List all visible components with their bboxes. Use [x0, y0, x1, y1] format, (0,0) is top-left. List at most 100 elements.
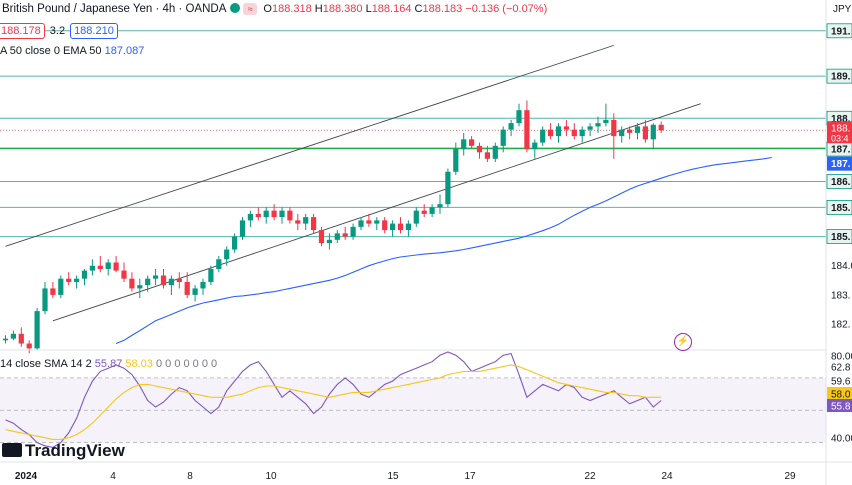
candle-body: [627, 129, 633, 133]
ema-legend-label: A 50 close 0 EMA 50: [0, 45, 102, 57]
channel-line: [52, 103, 701, 322]
candle-body: [42, 288, 48, 312]
candle: [247, 210, 253, 227]
rsi-legend-value: 55.87: [94, 358, 123, 370]
symbol-title[interactable]: British Pound / Japanese Yen · 4h · OAND…: [2, 3, 227, 15]
countdown-label: 03:4: [831, 133, 849, 143]
candle: [232, 233, 238, 253]
chart-legend-header: British Pound / Japanese Yen · 4h · OAND…: [2, 3, 547, 15]
flash-icon[interactable]: ⚡: [674, 333, 692, 351]
candle-body: [318, 230, 325, 244]
time-tick-label: 8: [187, 471, 193, 482]
candle: [239, 217, 246, 240]
ema-legend-value: 187.087: [104, 45, 145, 57]
price-tick-label: 185.: [831, 232, 851, 243]
sell-price-button[interactable]: 188.178: [0, 23, 45, 39]
candle: [366, 213, 372, 227]
candle-body: [129, 278, 135, 289]
candle-body: [74, 278, 80, 282]
candle: [224, 246, 230, 266]
candle-body: [532, 142, 538, 150]
candle-body: [216, 259, 222, 269]
candle-body: [153, 275, 159, 279]
candle: [74, 275, 80, 289]
candle: [89, 259, 95, 276]
candle: [603, 103, 609, 127]
candle: [318, 226, 325, 247]
time-tick-label: 24: [661, 471, 673, 482]
candle: [326, 233, 332, 250]
candle: [81, 268, 88, 286]
time-tick-label: 10: [265, 471, 277, 482]
candle-body: [611, 119, 617, 137]
candle-body: [508, 123, 514, 130]
candle-body: [89, 265, 95, 271]
candle: [555, 123, 562, 143]
rsi-legend[interactable]: 14 close SMA 14 2 55.87 58.03 0 0 0 0 0 …: [0, 358, 217, 370]
candle-body: [303, 217, 309, 224]
candle-body: [469, 139, 475, 146]
bid-ask-widget: 188.178 3.2 188.210: [0, 23, 118, 39]
candle-body: [247, 213, 253, 221]
rsi-tick-label: 80.00: [831, 352, 852, 363]
candle-body: [397, 223, 404, 231]
candle: [255, 207, 261, 221]
candle-body: [224, 249, 230, 260]
candle-body: [413, 210, 419, 224]
candle-body: [295, 220, 301, 224]
price-tick-label: 184.0: [831, 261, 852, 272]
candle-body: [271, 210, 277, 218]
candle: [26, 340, 32, 354]
currency-label: JPY: [833, 4, 852, 15]
candle: [508, 119, 514, 137]
candle: [469, 136, 475, 150]
candle-body: [34, 311, 40, 349]
candle-body: [650, 124, 656, 140]
candle: [548, 123, 554, 140]
candle-body: [524, 110, 530, 150]
candle: [461, 132, 467, 156]
candle: [342, 226, 348, 240]
price-tick-label: 191.: [831, 26, 851, 37]
price-tick-label: 188.: [831, 114, 851, 125]
buy-price-button[interactable]: 188.210: [70, 23, 118, 39]
candle: [66, 272, 72, 286]
tradingview-logo[interactable]: TradingView: [2, 441, 125, 461]
candle: [390, 220, 396, 237]
candle-body: [603, 119, 609, 124]
ohlc-value: 188.318: [271, 3, 315, 15]
candle: [97, 256, 103, 273]
candle: [113, 256, 119, 273]
time-tick-label: 2024: [15, 471, 38, 482]
candle: [176, 272, 182, 289]
candle: [619, 126, 625, 143]
candle-body: [461, 139, 467, 150]
candle-body: [232, 236, 238, 250]
candle: [350, 223, 356, 240]
candle: [429, 204, 435, 218]
candle-body: [619, 129, 625, 137]
candle: [587, 123, 593, 137]
price-tick-label: 189.: [831, 72, 851, 83]
candle-body: [429, 207, 435, 214]
ohlc-readout: O188.318 H188.380 L188.164 C188.183 −0.1…: [263, 3, 547, 15]
ema-price-box: [827, 156, 852, 171]
time-tick-label: 22: [584, 471, 596, 482]
alert-wave-icon[interactable]: ≈: [243, 3, 258, 15]
candle: [192, 285, 198, 302]
candle: [532, 139, 538, 159]
candle: [200, 278, 206, 295]
candle-body: [255, 213, 261, 218]
candle: [413, 207, 419, 227]
rsi-tick-label: 59.6: [831, 377, 851, 388]
ema-legend[interactable]: A 50 close 0 EMA 50 187.087: [0, 45, 144, 57]
ohlc-key: O: [263, 3, 272, 15]
time-tick-label: 29: [784, 471, 796, 482]
tradingview-mark-icon: [2, 443, 22, 457]
candle-body: [105, 262, 111, 269]
candle-body: [239, 220, 246, 237]
candle: [571, 123, 577, 140]
level-label-box: [826, 23, 852, 39]
channel-line: [5, 44, 614, 247]
